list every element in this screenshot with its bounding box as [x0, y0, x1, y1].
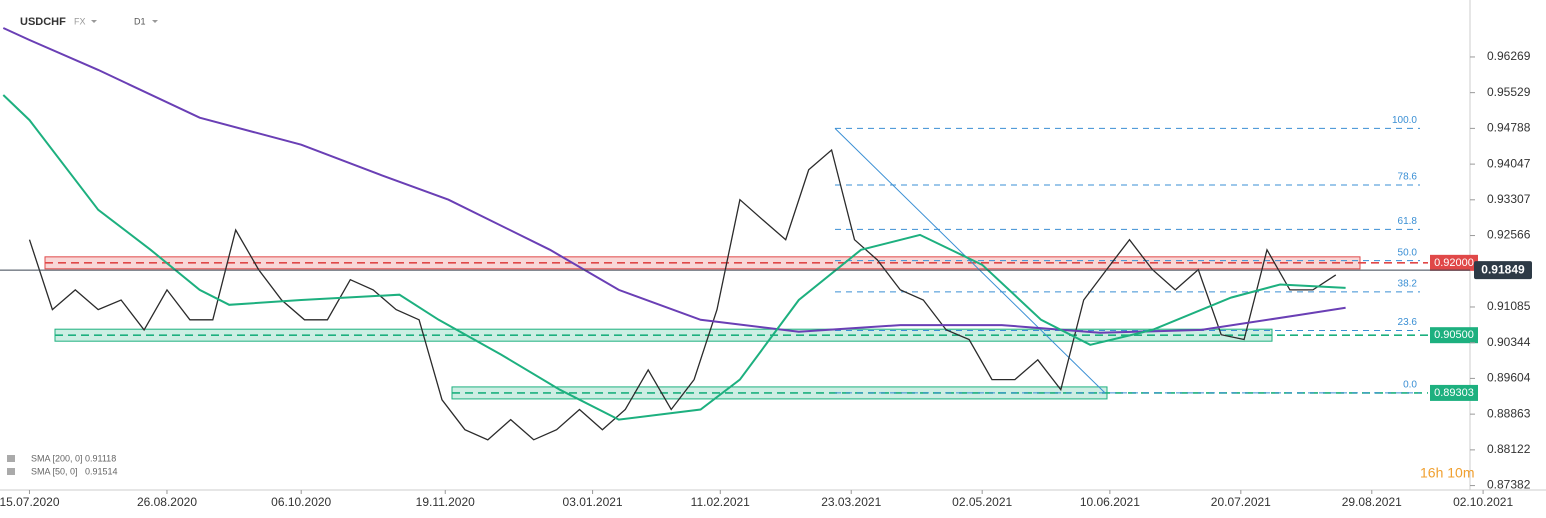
- timeframe[interactable]: D1: [134, 16, 146, 26]
- legend-name: SMA [50, 0]: [31, 466, 78, 476]
- fib-label: 50.0: [1398, 247, 1418, 258]
- fib-label: 0.0: [1403, 380, 1417, 391]
- fib-label: 100.0: [1392, 115, 1417, 126]
- caret: [91, 20, 97, 23]
- y-tick-label: 0.93307: [1487, 192, 1531, 206]
- x-tick-label: 11.02.2021: [691, 495, 750, 509]
- sma-line: [2, 27, 1346, 334]
- current-price-label: 0.91849: [1481, 262, 1525, 276]
- x-tick-label: 06.10.2020: [271, 495, 331, 509]
- fib-label: 61.8: [1398, 216, 1418, 227]
- y-tick-label: 0.94788: [1487, 121, 1531, 135]
- y-tick-label: 0.90344: [1487, 335, 1531, 349]
- x-tick-label: 15.07.2020: [0, 495, 60, 509]
- y-tick-label: 0.87382: [1487, 478, 1531, 492]
- y-tick-label: 0.88122: [1487, 442, 1531, 456]
- y-tick-label: 0.96269: [1487, 49, 1531, 63]
- x-tick-label: 20.07.2021: [1211, 495, 1271, 509]
- level-label: 0.89303: [1434, 387, 1474, 399]
- x-tick-label: 26.08.2020: [137, 495, 197, 509]
- legend-name: SMA [200, 0]: [31, 453, 83, 463]
- y-tick-label: 0.89604: [1487, 371, 1531, 385]
- fib-label: 23.6: [1398, 317, 1418, 328]
- x-tick-label: 02.05.2021: [952, 495, 1012, 509]
- x-tick-label: 29.08.2021: [1342, 495, 1402, 509]
- price-line: [28, 148, 1337, 441]
- x-tick-label: 23.03.2021: [821, 495, 881, 509]
- legend-value: 0.91514: [85, 466, 118, 476]
- level-label: 0.90500: [1434, 329, 1474, 341]
- y-tick-label: 0.88863: [1487, 406, 1531, 420]
- level-label-bg: [1430, 327, 1478, 344]
- caret: [152, 20, 158, 23]
- x-tick-label: 03.01.2021: [563, 495, 623, 509]
- y-tick-label: 0.91085: [1487, 299, 1531, 313]
- fib-label: 78.6: [1398, 172, 1418, 183]
- timer: 16h 10m: [1420, 465, 1474, 481]
- current-price-bg: [1474, 261, 1532, 280]
- level-label-bg: [1430, 254, 1478, 271]
- legend-swatch: [7, 468, 15, 475]
- plot: 0.92000 0.90500 0.89303 100.0 78.6 61.8 50.0 38…: [0, 27, 1478, 441]
- sma-line: [2, 94, 1346, 421]
- x-tick-label: 10.06.2021: [1080, 495, 1140, 509]
- x-tick-label: 19.11.2020: [416, 495, 475, 509]
- y-tick-label: 0.92566: [1487, 228, 1531, 242]
- y-tick-label: 0.95529: [1487, 85, 1531, 99]
- level-label: 0.92000: [1434, 257, 1474, 269]
- symbol[interactable]: USDCHF: [20, 16, 66, 28]
- market: FX: [74, 16, 86, 26]
- legend-swatch: [7, 455, 15, 462]
- legend-value: 0.91118: [85, 453, 116, 463]
- level-label-bg: [1430, 384, 1478, 401]
- y-tick-label: 0.94047: [1487, 156, 1531, 170]
- x-tick-label: 02.10.2021: [1453, 495, 1513, 509]
- fib-label: 38.2: [1398, 279, 1418, 290]
